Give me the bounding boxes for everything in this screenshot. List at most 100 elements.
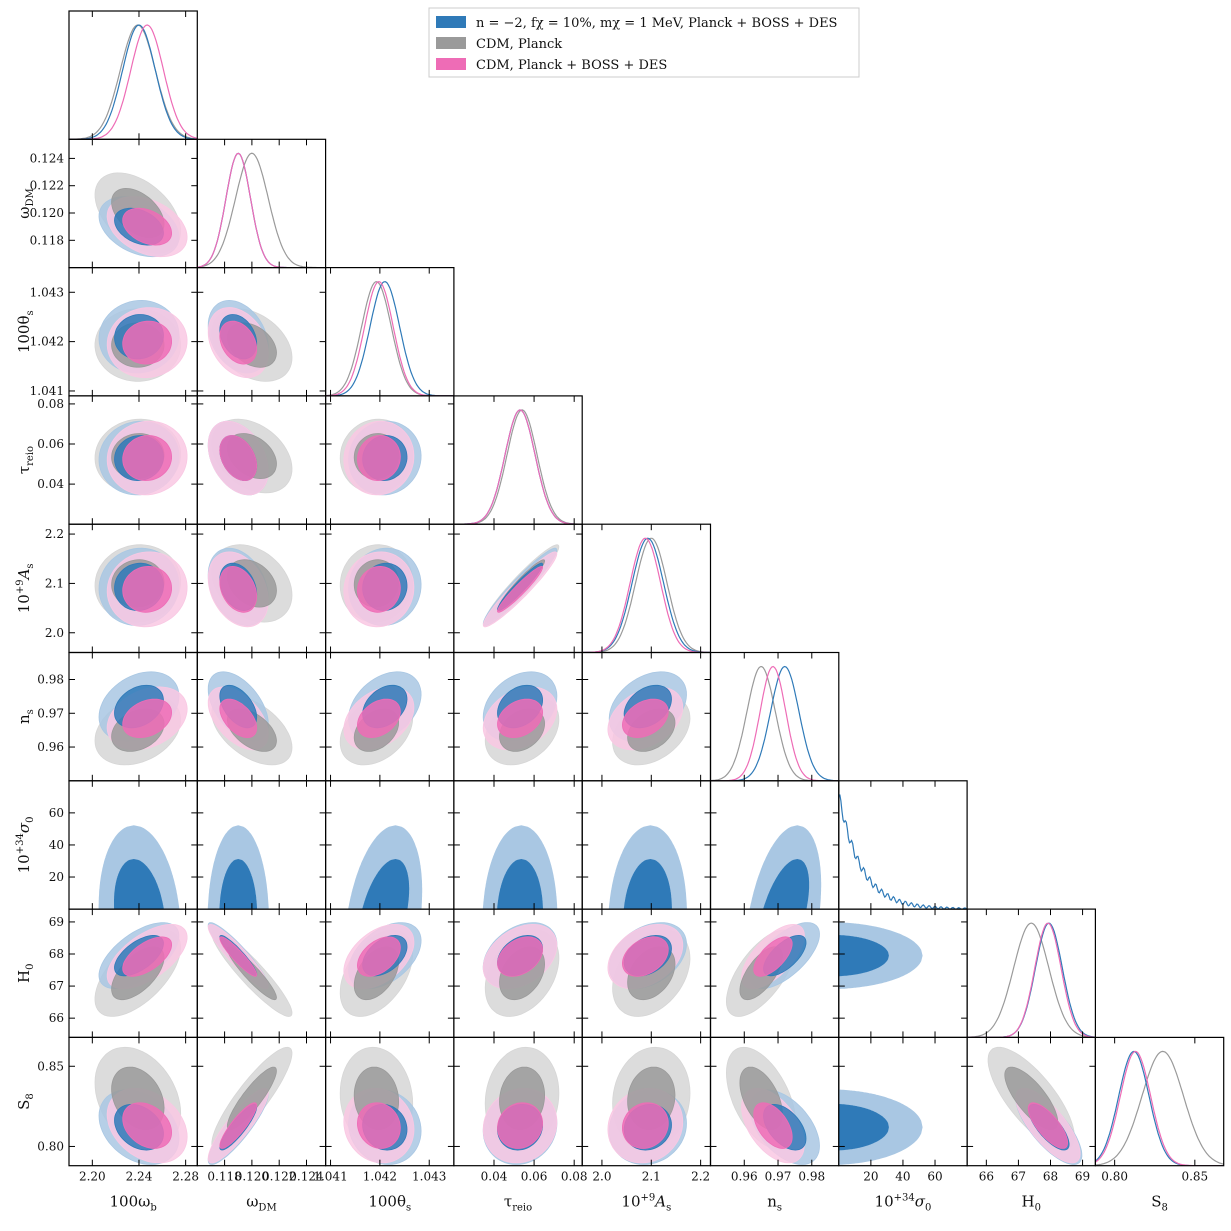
panel-content [207,922,293,1017]
panel-content [607,671,691,766]
panel-as-as [581,523,712,654]
contour-68-blue [623,858,672,910]
panel-s8-wb: 0.80 0.85 S8 2.20 2.24 2.28 100ωb [15,1036,199,1214]
x-tick-label: 2.24 [126,1170,153,1184]
panel-content [608,825,687,910]
panel-s0-s0 [838,780,968,910]
panel-content [94,922,188,1017]
posterior-1d-gray [1095,1050,1224,1166]
panel-as-wb: 2.0 2.1 2.2 10+9As [15,523,198,654]
contour-68-pink [497,566,543,613]
posterior-1d-gray [197,152,326,268]
y-tick-label: 2.2 [45,527,64,541]
panel-s8-s0: 20 40 60 10+34σ0 [838,1036,968,1214]
x-tick-label: 40 [895,1170,910,1184]
panel-content [94,172,188,258]
panel-h0-th [325,908,455,1038]
panel-content [94,1046,188,1165]
y-tick-label: 0.124 [30,151,65,165]
panel-frame [1094,1036,1225,1167]
panel-content [482,825,558,910]
panel-s8-ns: 0.96 0.97 0.98 ns [709,1036,840,1214]
y-tick-label: 66 [49,1011,64,1025]
y-tick-label: 0.122 [30,179,64,193]
x-tick-label: 2.2 [691,1170,710,1184]
legend-swatch-gray [436,37,466,49]
x-tick-label: 2.1 [642,1170,661,1184]
panel-content [348,825,423,910]
panel-tau-tau [453,395,583,525]
axis-label-s0: 10+34σ0 [875,1193,932,1214]
contour-68-blue [362,858,410,910]
posterior-1d-blue [582,537,711,653]
contour-68-pink [219,435,258,482]
contour-68-pink [621,936,669,977]
x-tick-label: 0.85 [1181,1170,1208,1184]
panel-content [98,825,180,910]
posterior-1d-blue [69,24,198,140]
panel-content [987,1046,1083,1165]
panel-tau-wdm [196,395,327,525]
panel-content [482,671,560,766]
x-tick-label: 0.80 [1101,1170,1128,1184]
panel-h0-wb: 66 67 68 69 H0 [15,908,198,1038]
y-tick-label: 2.1 [45,576,64,590]
axis-label-ns: ns [767,1193,782,1214]
x-tick-label: 2.20 [79,1170,106,1184]
panel-wdm-wb: 0.118 0.120 0.122 0.124 ωDM [15,138,198,269]
panel-s8-tau: 0.04 0.06 0.08 τreio [453,1036,588,1214]
contour-68-blue [838,934,889,977]
posterior-1d-gray [582,537,711,653]
panel-tau-wb: 0.04 0.06 0.08 τreio [15,395,198,525]
contour-68-pink [356,1102,401,1149]
panel-content [967,922,1096,1038]
panel-frame [966,908,1096,1038]
contour-68-pink [356,565,401,613]
panel-content [207,544,293,628]
contour-68-pink [497,698,544,739]
panel-content [482,1046,560,1165]
posterior-1d-gray [453,409,583,525]
x-tick-label: 66 [979,1170,994,1184]
posterior-1d-pink [967,922,1096,1038]
panel-s0-wb: 20 40 60 10+34σ0 [15,780,198,910]
x-tick-label: 68 [1043,1170,1058,1184]
contour-68-pink [122,435,172,482]
panel-h0-h0 [966,908,1096,1038]
panel-th-wdm [196,267,327,397]
axis-label-wdm: ωDM [246,1193,277,1214]
x-tick-label: 1.043 [412,1170,446,1184]
axis-label-h0: H0 [15,964,36,983]
panel-ns-tau [453,651,583,782]
axis-label-th: 100θs [15,310,36,353]
contour-68-blue [219,858,258,910]
contour-68-pink [356,936,401,977]
posterior-1d-pink [453,409,583,525]
panel-content [339,1046,422,1165]
posterior-1d-blue [838,794,968,910]
panel-content [1095,1050,1224,1166]
y-tick-label: 0.98 [37,673,64,687]
panel-ns-th [325,651,455,782]
posterior-1d-blue [967,922,1096,1038]
y-tick-label: 1.042 [30,335,64,349]
contour-68-blue [497,858,543,910]
panel-as-tau [453,523,583,654]
panel-content [339,544,422,628]
contour-68-pink [219,936,258,977]
panel-content [94,418,188,496]
legend-swatch-pink [436,58,466,70]
panel-content [749,825,822,910]
panel-s0-th [325,780,455,910]
panel-content [582,537,711,653]
panel-content [207,418,293,496]
panel-ns-wb: 0.96 0.97 0.98 ns [15,651,198,782]
x-tick-label: 1.041 [313,1170,347,1184]
y-tick-label: 0.06 [37,437,64,451]
contour-68-pink [122,320,172,365]
contour-68-pink [497,936,544,977]
panel-content [207,671,293,766]
panel-content [325,281,454,396]
